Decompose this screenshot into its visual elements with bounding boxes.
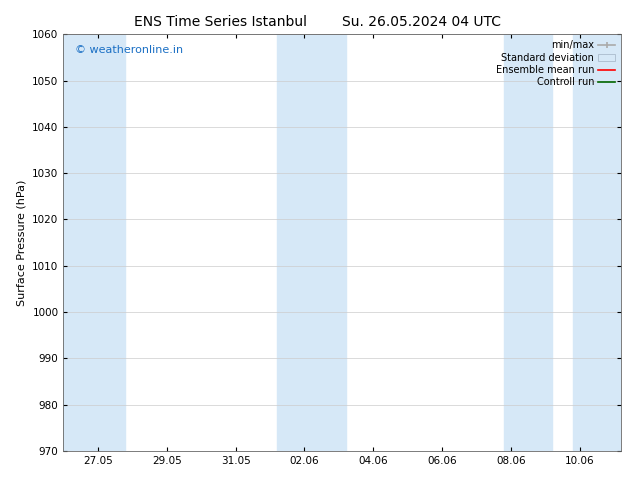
- Bar: [573, 34, 621, 451]
- Bar: [504, 34, 552, 451]
- Legend: min/max, Standard deviation, Ensemble mean run, Controll run: min/max, Standard deviation, Ensemble me…: [492, 36, 619, 91]
- Text: ENS Time Series Istanbul        Su. 26.05.2024 04 UTC: ENS Time Series Istanbul Su. 26.05.2024 …: [134, 15, 500, 29]
- Bar: [277, 34, 346, 451]
- Y-axis label: Surface Pressure (hPa): Surface Pressure (hPa): [16, 179, 27, 306]
- Text: © weatheronline.in: © weatheronline.in: [75, 45, 183, 55]
- Bar: [63, 34, 126, 451]
